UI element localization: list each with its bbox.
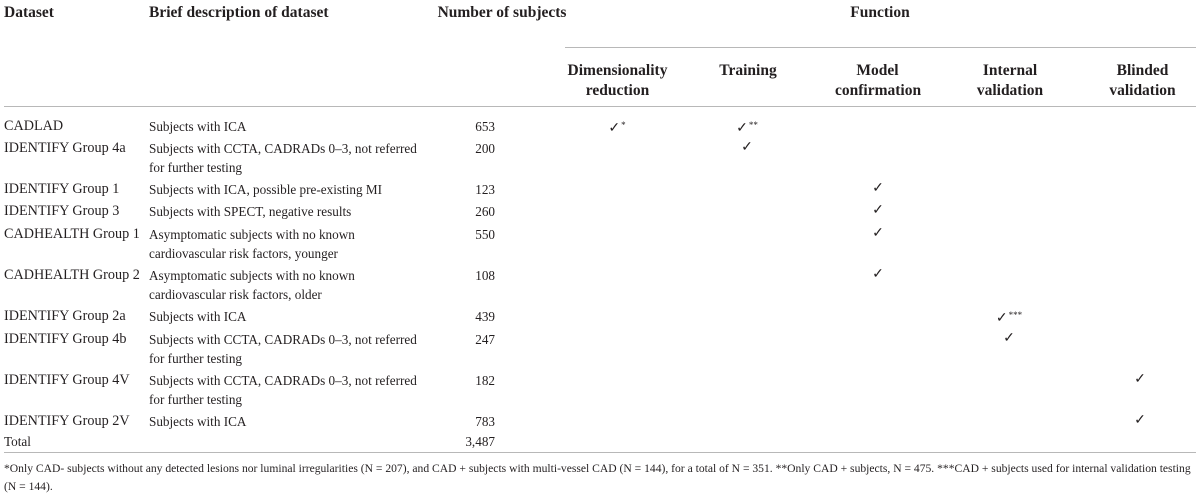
table-row-description: Asymptomatic subjects with no known card… (149, 227, 355, 261)
check-glyph: ✓ (736, 121, 748, 136)
check-mark-icon: ✓ (979, 329, 1039, 348)
check-glyph: ✓ (872, 226, 884, 241)
table-row-description: Subjects with CCTA, CADRADs 0–3, not ref… (149, 373, 417, 407)
check-glyph: ✓ (872, 181, 884, 196)
header-dimensionality-reduction: Dimensionality reduction (567, 62, 668, 99)
total-label: Total (4, 434, 31, 449)
check-mark-icon: ✓** (717, 116, 777, 138)
table-row-dataset: IDENTIFY Group 2V (4, 413, 130, 429)
check-glyph: ✓ (1134, 413, 1146, 428)
footnote-marker: ** (748, 120, 758, 130)
check-glyph: ✓ (1134, 372, 1146, 387)
table-row-description: Subjects with ICA (149, 119, 247, 134)
table-row-subjects: 247 (475, 332, 495, 347)
table-row-dataset: CADHEALTH Group 1 (4, 226, 140, 242)
header-description: Brief description of dataset (149, 4, 329, 21)
table-row-dataset: IDENTIFY Group 4a (4, 140, 126, 156)
check-mark-icon: ✓ (1110, 411, 1170, 430)
check-glyph: ✓ (608, 121, 621, 136)
bottom-rule (4, 452, 1196, 453)
header-dataset: Dataset (4, 4, 54, 21)
check-glyph: ✓ (872, 203, 884, 218)
table-row-subjects: 260 (475, 204, 495, 219)
table-row-description: Subjects with SPECT, negative results (149, 204, 352, 219)
table-row-dataset: IDENTIFY Group 3 (4, 203, 120, 219)
check-mark-icon: ✓*** (979, 306, 1039, 328)
table-footnote: *Only CAD- subjects without any detected… (4, 462, 1191, 493)
table-row-description: Subjects with ICA (149, 414, 247, 429)
table-row-dataset: CADLAD (4, 118, 64, 134)
header-number-of-subjects: Number of subjects (437, 4, 567, 21)
header-function: Function (850, 4, 910, 21)
check-glyph: ✓ (995, 311, 1008, 326)
table-row-subjects: 182 (475, 373, 495, 388)
header-model-confirmation: Model confirmation (835, 62, 922, 99)
table-row-description: Subjects with ICA, possible pre-existing… (149, 182, 382, 197)
footnote-marker: * (621, 120, 626, 130)
table-row-subjects: 783 (475, 414, 495, 429)
header-blinded-validation: Blinded validation (1109, 62, 1176, 99)
footnote-marker: *** (1008, 310, 1023, 320)
header-training: Training (719, 62, 777, 79)
table-row-dataset: IDENTIFY Group 2a (4, 308, 126, 324)
check-mark-icon: ✓ (848, 179, 908, 198)
table-row-description: Asymptomatic subjects with no known card… (149, 268, 355, 302)
check-mark-icon: ✓ (1110, 370, 1170, 389)
check-mark-icon: ✓ (717, 138, 777, 157)
table-row-description: Subjects with CCTA, CADRADs 0–3, not ref… (149, 141, 417, 175)
check-glyph: ✓ (1003, 331, 1015, 346)
check-mark-icon: ✓ (848, 201, 908, 220)
check-mark-icon: ✓* (587, 116, 647, 138)
function-group-rule (565, 47, 1196, 48)
table-row-dataset: IDENTIFY Group 1 (4, 181, 120, 197)
table-row-subjects: 653 (475, 119, 495, 134)
table-row-dataset: IDENTIFY Group 4b (4, 331, 127, 347)
check-mark-icon: ✓ (848, 265, 908, 284)
table-row-subjects: 200 (475, 141, 495, 156)
table-row-dataset: CADHEALTH Group 2 (4, 267, 140, 283)
check-glyph: ✓ (872, 267, 884, 282)
table-row-subjects: 439 (475, 309, 495, 324)
header-internal-validation: Internal validation (976, 62, 1044, 99)
check-glyph: ✓ (741, 140, 753, 155)
check-mark-icon: ✓ (848, 224, 908, 243)
total-subjects: 3,487 (465, 434, 495, 449)
table-row-subjects: 123 (475, 182, 495, 197)
table-row-dataset: IDENTIFY Group 4V (4, 372, 130, 388)
header-rule (4, 106, 1196, 107)
table-row-description: Subjects with ICA (149, 309, 247, 324)
table-row-description: Subjects with CCTA, CADRADs 0–3, not ref… (149, 332, 417, 366)
table-row-subjects: 550 (475, 227, 495, 242)
table-row-subjects: 108 (475, 268, 495, 283)
